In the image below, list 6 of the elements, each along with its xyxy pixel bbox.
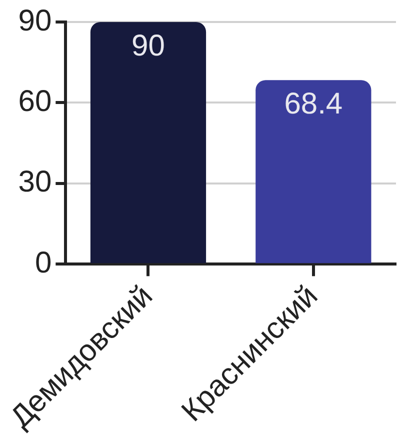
y-tick-label: 90: [18, 4, 52, 38]
y-tick-label: 0: [34, 246, 52, 280]
data-label: 68.4: [284, 87, 343, 120]
y-tick-label: 60: [18, 84, 52, 118]
y-tick-label: 30: [18, 166, 52, 199]
data-label: 90: [132, 29, 165, 62]
